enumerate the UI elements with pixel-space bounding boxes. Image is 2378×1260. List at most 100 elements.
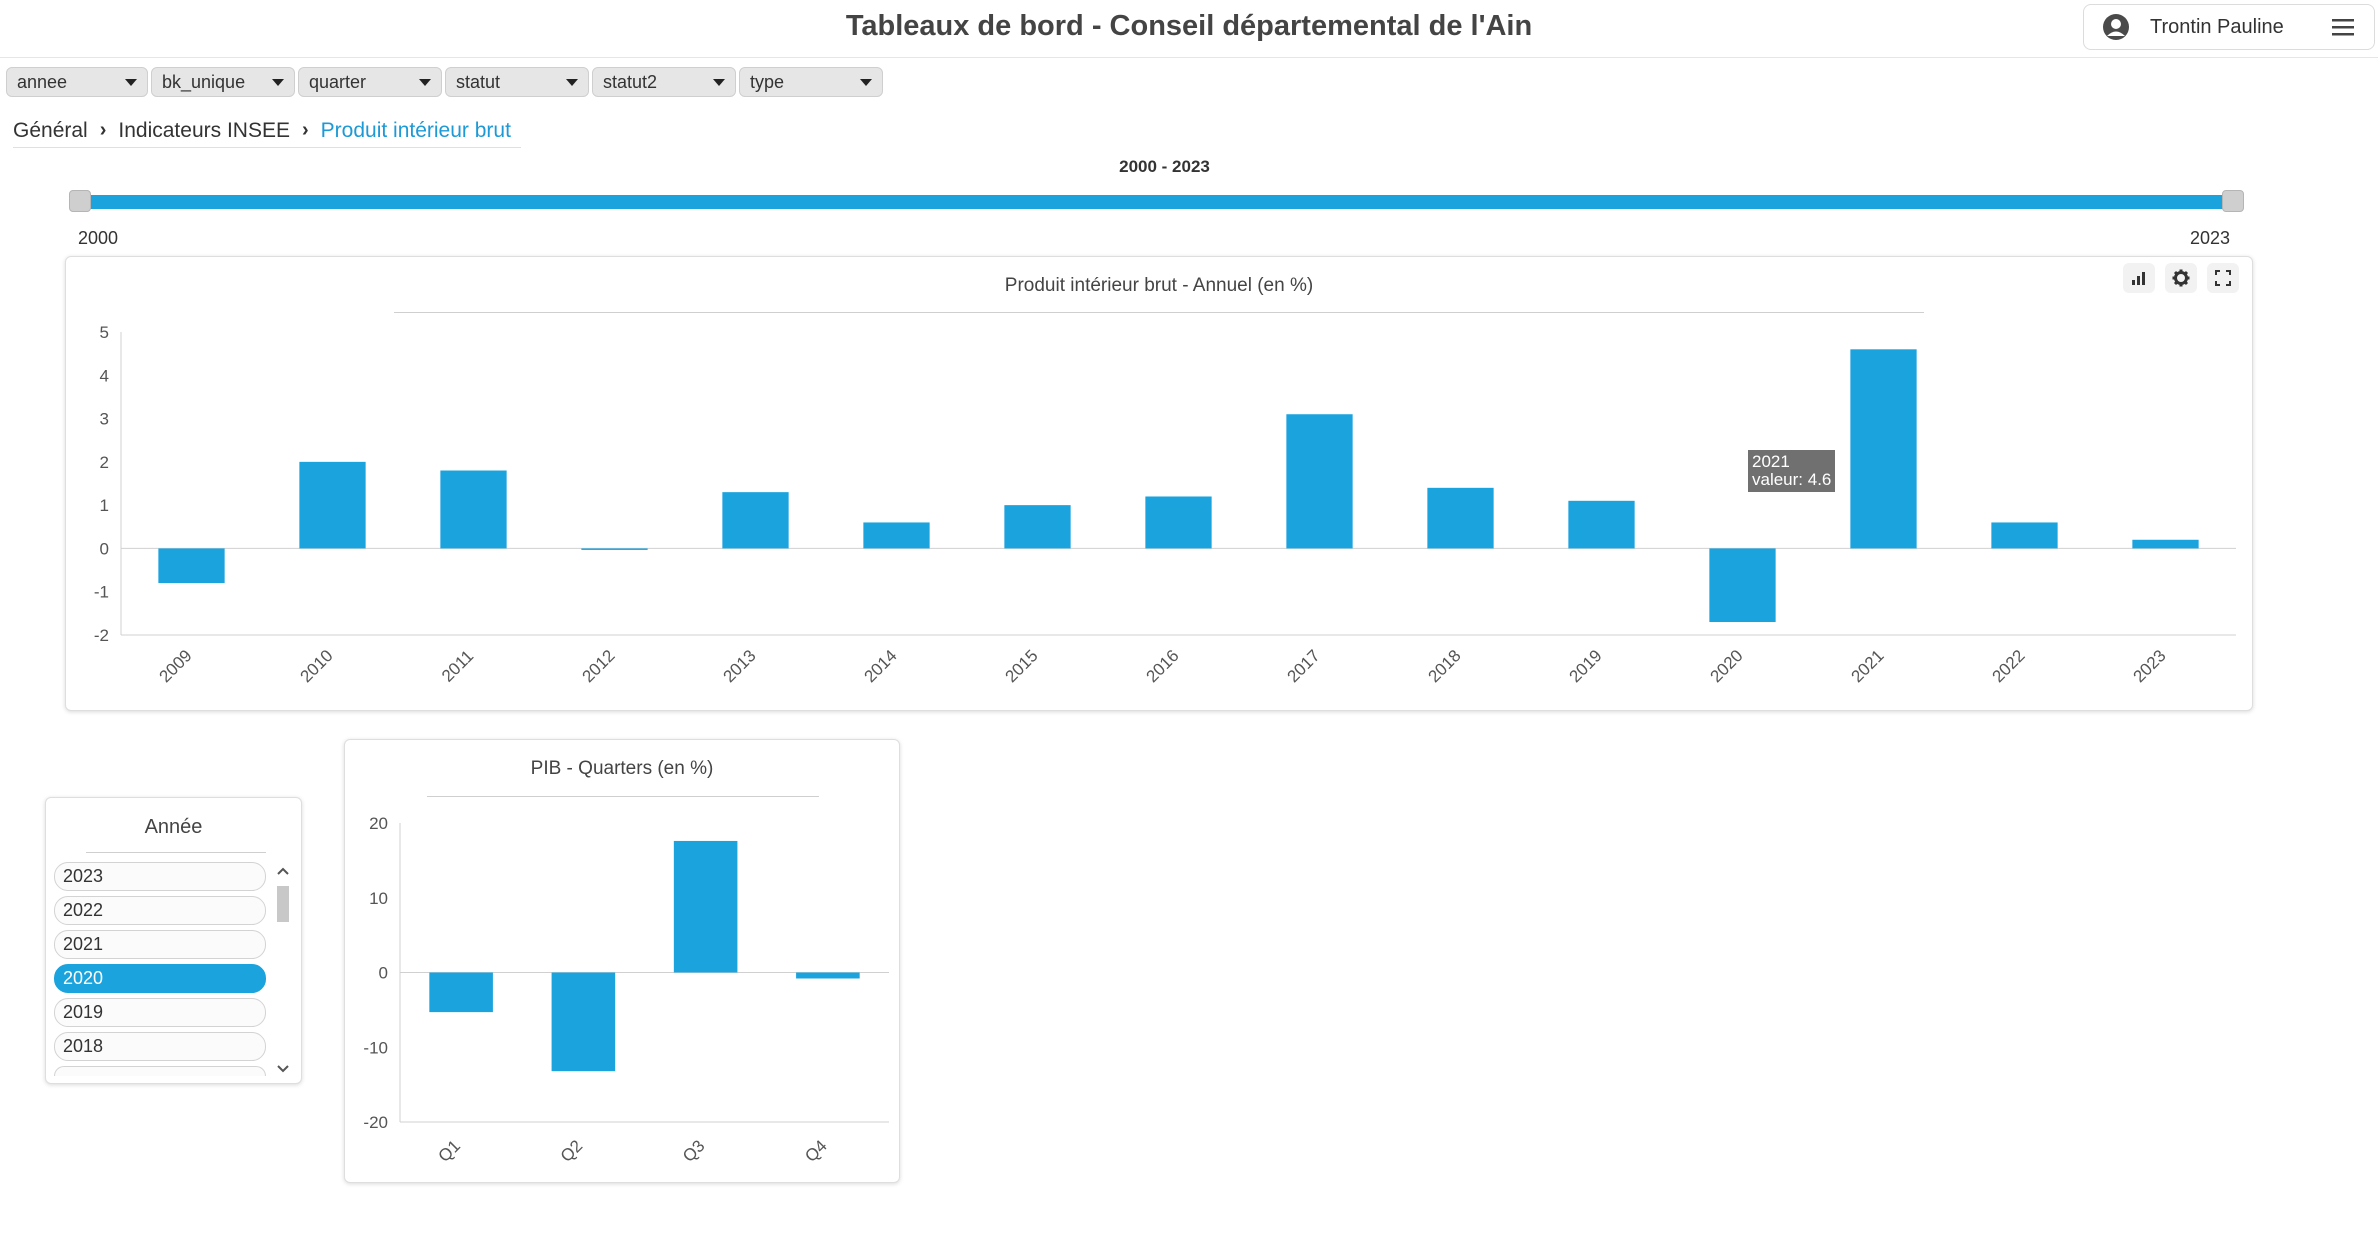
year-item-2018[interactable]: 2018 (54, 1032, 266, 1061)
year-filter-panel: Année 2023 2022 2021 2020 2019 2018 (45, 797, 302, 1084)
bar-Q4 (796, 972, 860, 979)
x-tick-label: 2017 (1284, 646, 1324, 686)
range-min-label: 2000 (78, 228, 119, 248)
bar-2010 (299, 461, 366, 549)
y-tick-label: -2 (94, 626, 109, 645)
x-tick-label: 2014 (861, 646, 901, 686)
year-filter-title: Année (144, 816, 203, 838)
chevron-down-icon (566, 78, 578, 86)
x-tick-label: Q1 (434, 1136, 463, 1165)
year-item-2020[interactable]: 2020 (54, 964, 266, 993)
bar-2018 (1427, 487, 1494, 549)
x-tick-label: 2011 (438, 646, 477, 685)
range-slider-max-handle[interactable] (2222, 190, 2244, 212)
breadcrumb-item-general[interactable]: Général (13, 118, 88, 142)
scrollbar-thumb (277, 886, 289, 922)
year-item-2019[interactable]: 2019 (54, 998, 266, 1027)
user-name: Trontin Pauline (2150, 15, 2284, 38)
filter-statut2-dropdown[interactable]: statut2 (592, 67, 736, 97)
y-tick-label: 5 (100, 323, 109, 342)
quarterly-chart-title: PIB - Quarters (en %) (530, 758, 714, 779)
user-avatar-icon (2103, 14, 2129, 40)
x-tick-label: 2023 (2130, 646, 2170, 686)
hamburger-menu-icon[interactable] (2330, 16, 2356, 38)
quarterly-bar-chart: 20 10 0 -10 -20 Q1 Q2 Q3 Q4 (363, 814, 889, 1166)
year-item-2022[interactable]: 2022 (54, 896, 266, 925)
year-item-partial[interactable] (54, 1066, 266, 1076)
x-tick-label: Q4 (801, 1136, 830, 1165)
x-tick-label: Q3 (679, 1136, 708, 1165)
chart-type-button[interactable] (2123, 263, 2155, 293)
x-tick-label: 2021 (1848, 646, 1888, 686)
chevron-down-icon (125, 78, 137, 86)
bar-2019 (1568, 500, 1635, 549)
bar-2022 (1991, 522, 2058, 549)
x-tick-label: 2019 (1566, 646, 1606, 686)
filter-type-dropdown[interactable]: type (739, 67, 883, 97)
bar-2012 (581, 548, 648, 550)
title-divider (86, 852, 266, 853)
annual-chart-panel: Produit intérieur brut - Annuel (en %) (65, 256, 2253, 711)
annual-bar-chart: 5 4 3 2 1 0 -1 -2 2009 2010 2011 2012 2013 2014 2015 20… (94, 323, 2236, 686)
filter-bar: annee bk_unique quarter statut statut2 t… (6, 67, 886, 97)
range-max-label: 2023 (2190, 228, 2231, 248)
bar-2009 (158, 548, 225, 584)
x-tick-label: 2010 (297, 646, 337, 686)
user-menu-button[interactable]: Trontin Pauline (2083, 4, 2375, 50)
chevron-down-icon (272, 78, 284, 86)
chevron-down-icon (419, 78, 431, 86)
breadcrumb-current: Produit intérieur brut (320, 118, 511, 142)
x-tick-label: 2013 (720, 646, 760, 686)
chevron-down-icon (713, 78, 725, 86)
breadcrumb-item-indicateurs[interactable]: Indicateurs INSEE (118, 118, 290, 142)
x-tick-label: Q2 (557, 1136, 586, 1165)
title-divider (427, 796, 819, 797)
breadcrumb: Général › Indicateurs INSEE › Produit in… (13, 114, 521, 148)
bar-2011 (440, 470, 507, 549)
y-tick-label: 1 (100, 496, 109, 515)
chart-tooltip: 2021 valeur: 4.6 (1748, 450, 1836, 492)
x-tick-label: 2018 (1425, 646, 1465, 686)
y-tick-label: 2 (100, 453, 109, 472)
bar-2013 (722, 492, 789, 549)
fullscreen-button[interactable] (2207, 263, 2239, 293)
x-tick-label: 2016 (1143, 646, 1183, 686)
bar-2016 (1145, 496, 1212, 549)
bar-Q1 (429, 972, 493, 1013)
y-tick-label: -10 (363, 1038, 388, 1057)
x-tick-label: 2022 (1989, 646, 2029, 686)
y-tick-label: 0 (100, 539, 109, 558)
y-tick-label: -1 (94, 583, 109, 602)
filter-quarter-dropdown[interactable]: quarter (298, 67, 442, 97)
y-tick-label: 3 (100, 410, 109, 429)
bar-2021 (1850, 349, 1917, 549)
range-label: 2000 - 2023 (1119, 157, 1210, 176)
bar-2014 (863, 522, 930, 549)
bar-chart-icon (2132, 272, 2145, 285)
chevron-right-icon: › (99, 119, 107, 141)
title-divider (394, 312, 1924, 313)
filter-annee-dropdown[interactable]: annee (6, 67, 148, 97)
chevron-up-icon (277, 867, 289, 875)
chevron-down-icon (860, 78, 872, 86)
year-item-2023[interactable]: 2023 (54, 862, 266, 891)
y-tick-label: 0 (379, 964, 388, 983)
x-tick-label: 2015 (1002, 646, 1042, 686)
bar-2023 (2132, 539, 2199, 549)
y-tick-label: 10 (369, 889, 388, 908)
filter-statut-dropdown[interactable]: statut (445, 67, 589, 97)
chart-settings-button[interactable] (2165, 263, 2197, 293)
year-list-scrollbar[interactable] (273, 864, 293, 1076)
range-slider-min-handle[interactable] (69, 190, 91, 212)
year-list: 2023 2022 2021 2020 2019 2018 (54, 862, 266, 1081)
year-item-2021[interactable]: 2021 (54, 930, 266, 959)
filter-bk-unique-dropdown[interactable]: bk_unique (151, 67, 295, 97)
y-tick-label: -20 (363, 1113, 388, 1132)
x-tick-label: 2012 (579, 646, 619, 686)
range-slider-track[interactable] (70, 195, 2234, 209)
bar-Q3 (673, 840, 738, 973)
tooltip-value: valeur: 4.6 (1752, 470, 1832, 489)
quarterly-chart-panel: PIB - Quarters (en %) 20 10 0 -10 -20 Q1 Q2 Q3 Q… (344, 739, 900, 1183)
bar-2020 (1709, 548, 1776, 623)
x-tick-label: 2009 (156, 646, 196, 686)
